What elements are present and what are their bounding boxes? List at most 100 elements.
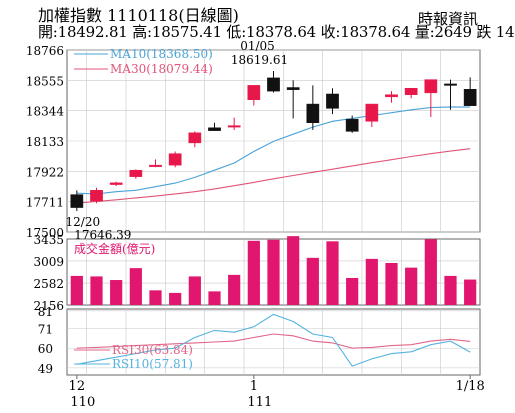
x-tick-label: 1/18: [456, 379, 485, 394]
volume-bar: [169, 292, 182, 305]
ma30-line: [76, 148, 471, 204]
volume-bar: [464, 279, 477, 305]
candle: [286, 80, 300, 119]
candle-body: [149, 164, 162, 167]
candle-body: [404, 87, 418, 95]
candle-body: [90, 190, 103, 202]
candle: [149, 159, 162, 168]
volume-bar: [247, 240, 260, 305]
candle-body: [385, 94, 398, 98]
candle: [444, 79, 457, 110]
candle: [306, 85, 320, 130]
low-date-annotation: 12/20: [66, 215, 101, 229]
candle-body: [188, 132, 202, 144]
low-value-annotation: 17646.39: [74, 228, 131, 242]
rsi10-line: [76, 313, 471, 367]
volume-bar: [267, 239, 280, 305]
x-tick-label: 12: [69, 379, 86, 394]
volume-bar: [188, 276, 201, 305]
candle-body: [326, 93, 339, 109]
candle-body: [109, 182, 123, 185]
candle: [365, 103, 379, 128]
candle: [463, 77, 477, 106]
price-tick-label: 18133: [26, 135, 64, 149]
rsi30-line: [76, 333, 471, 349]
price-tick-label: 17711: [26, 196, 64, 210]
candle: [90, 187, 103, 204]
candle: [247, 85, 261, 106]
volume-bar: [228, 274, 241, 305]
volume-bar: [149, 290, 162, 305]
candle-body: [286, 87, 300, 90]
candle-body: [168, 153, 182, 166]
chart-title: 加權指數 1110118(日線圖): [38, 6, 239, 25]
volume-tick-label: 3009: [33, 255, 64, 269]
volume-bar: [365, 258, 378, 305]
candle: [188, 131, 202, 148]
candle-body: [208, 127, 221, 131]
volume-bar: [208, 291, 221, 305]
candle-body: [306, 103, 320, 123]
volume-bar: [444, 275, 457, 305]
volume-panel-title: 成交金額(億元): [74, 241, 155, 256]
volume-bar: [405, 267, 418, 305]
volume-bar: [385, 262, 398, 305]
candle: [385, 91, 398, 103]
volume-bar: [424, 239, 437, 305]
candle: [208, 122, 221, 131]
source-label: 時報資訊: [418, 10, 479, 28]
candle: [227, 117, 241, 130]
volume-bar: [110, 280, 123, 305]
rsi-tick-label: 71: [38, 323, 53, 337]
high-value-annotation: 18619.61: [231, 53, 288, 67]
volume-tick-label: 2156: [33, 299, 64, 313]
volume-bar: [306, 257, 319, 305]
volume-tick-label: 2582: [33, 277, 64, 291]
high-date-annotation: 01/05: [240, 39, 275, 53]
price-tick-label: 17922: [26, 165, 64, 179]
candle: [345, 115, 359, 133]
candle-body: [247, 85, 261, 100]
volume-bar: [326, 241, 339, 305]
volume-bar: [90, 276, 103, 305]
candle-body: [365, 103, 379, 122]
x-tick-label: 1: [250, 379, 258, 394]
ohlc-summary: 開:18492.81 高:18575.41 低:18378.64 收:18378…: [38, 23, 515, 41]
rsi-tick-label: 60: [38, 342, 53, 356]
price-tick-label: 18344: [26, 105, 65, 119]
price-tick-label: 18766: [26, 44, 64, 58]
volume-tick-label: 3435: [33, 233, 64, 247]
candle-body: [267, 77, 280, 92]
candle-body: [345, 118, 359, 132]
rsi-tick-label: 81: [38, 305, 53, 319]
candle: [70, 190, 84, 211]
ma10-line: [76, 106, 471, 195]
candle: [129, 169, 143, 179]
volume-bar: [287, 236, 300, 305]
x-year-label: 110: [70, 395, 95, 410]
candle: [168, 151, 182, 168]
ma10-legend: MA10(18368.50): [110, 47, 213, 61]
candle-body: [129, 169, 143, 177]
rsi10-legend: RSI10(57.81): [112, 357, 193, 371]
candle-body: [227, 125, 241, 128]
candle-body: [444, 83, 457, 86]
rsi-tick-label: 49: [38, 362, 53, 376]
volume-bar: [346, 277, 359, 305]
candle-body: [424, 79, 438, 94]
candle-body: [70, 194, 84, 208]
rsi30-legend: RSI30(63.84): [112, 343, 193, 357]
volume-bar: [70, 275, 83, 305]
rsi-panel-frame: [66, 308, 481, 376]
price-tick-label: 18555: [26, 74, 64, 88]
candle-body: [463, 89, 477, 106]
ma30-legend: MA30(18079.44): [110, 62, 213, 76]
volume-bar: [129, 268, 142, 305]
price-tick-label: 17500: [26, 226, 64, 240]
candle: [326, 88, 339, 115]
candle: [424, 79, 438, 117]
candle: [109, 181, 123, 186]
candle: [267, 71, 280, 93]
candle: [404, 87, 418, 99]
